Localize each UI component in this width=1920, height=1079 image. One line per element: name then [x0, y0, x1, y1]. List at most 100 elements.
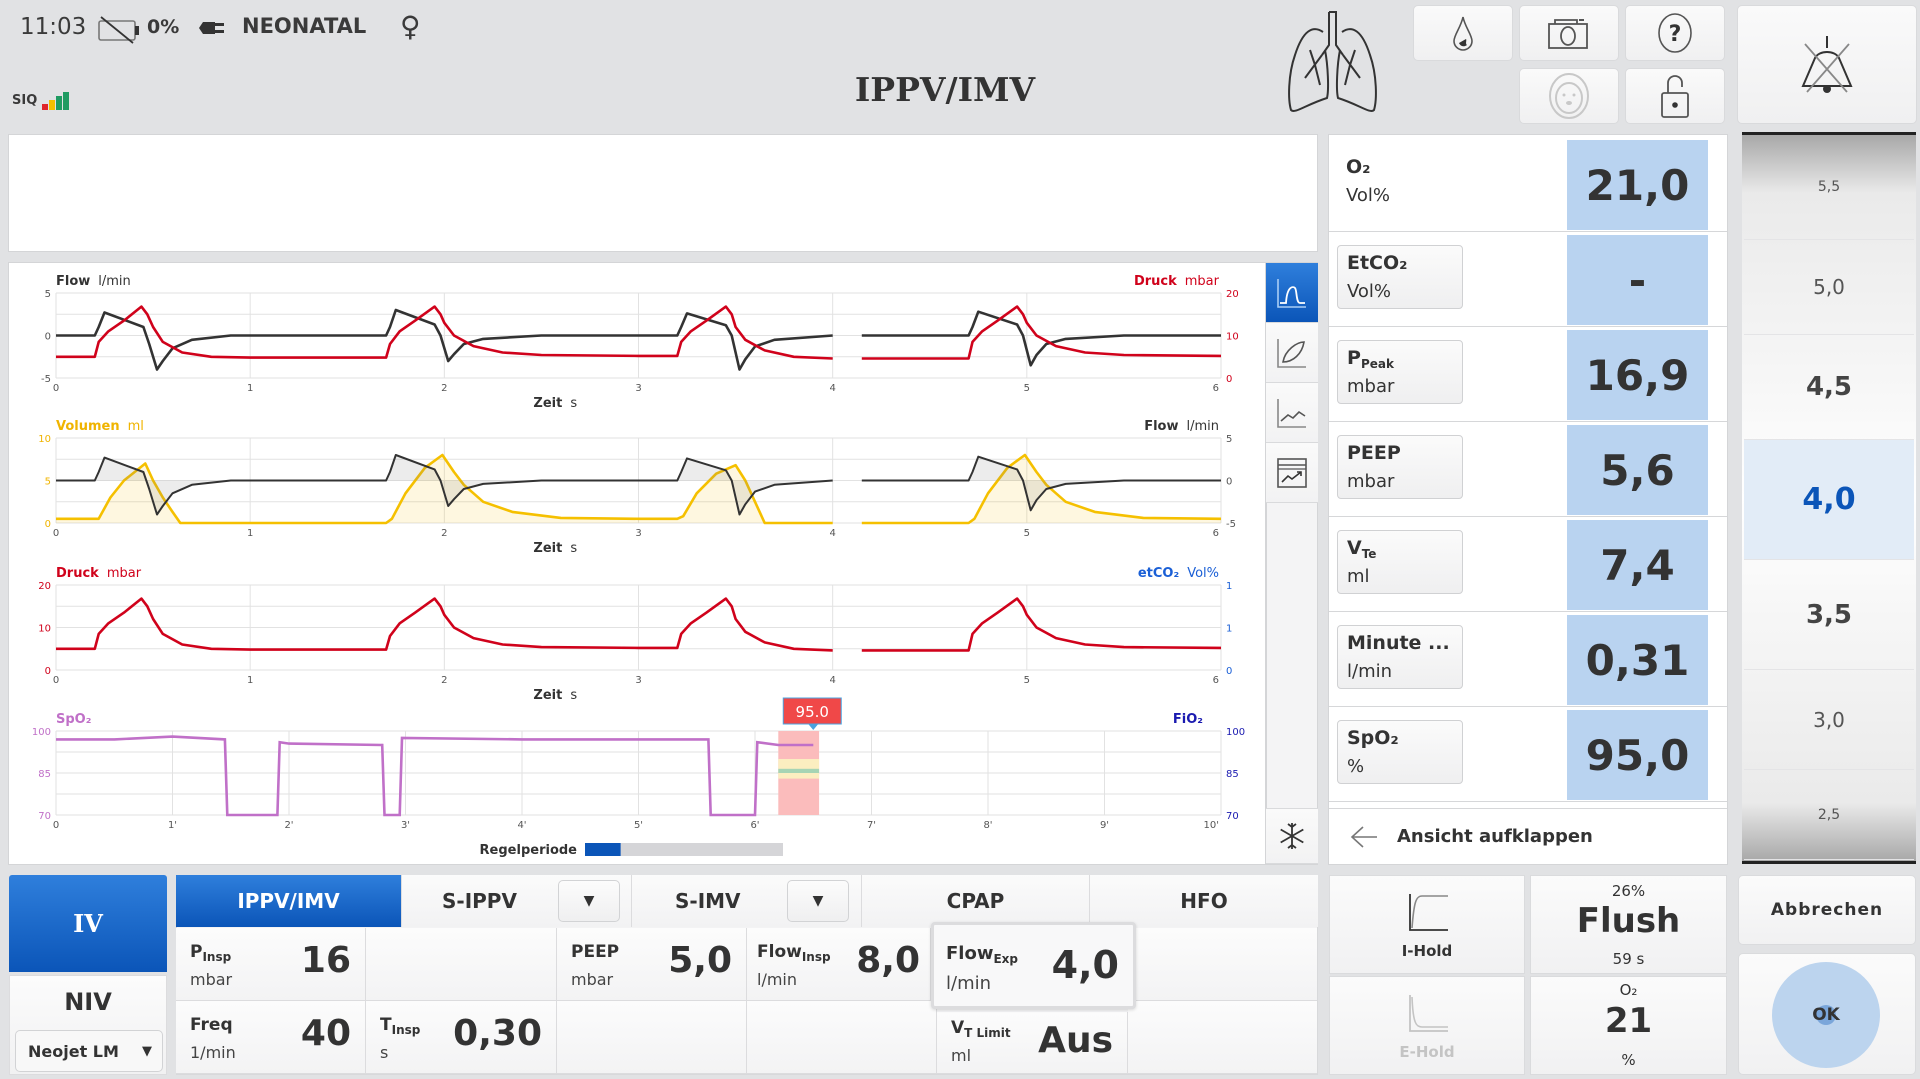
o2-button[interactable]: O₂ 21 %	[1530, 976, 1727, 1075]
param-peep[interactable]: PEEP mbar 5,0	[557, 928, 747, 1001]
tick-label: 0	[45, 519, 51, 530]
loops-icon	[1277, 338, 1306, 368]
param-unit: 1/min	[190, 1043, 236, 1062]
unlock-icon	[1661, 75, 1689, 118]
lion-button[interactable]	[1519, 68, 1619, 124]
param-unit: s	[380, 1043, 389, 1062]
cancel-label: Abbrechen	[1770, 900, 1884, 920]
i-hold-icon	[1409, 894, 1448, 931]
param-value: 8,0	[856, 940, 920, 981]
interface-select[interactable]: Neojet LM ▼	[15, 1030, 163, 1072]
measurement-label-button[interactable]: VTe ml	[1337, 530, 1463, 594]
tick-label: 1	[1226, 581, 1232, 592]
measurement-value: 0,31	[1567, 615, 1708, 705]
tab-label: CPAP	[946, 889, 1005, 913]
param-empty	[557, 1001, 747, 1074]
tick-label: 6	[1213, 383, 1219, 394]
param-vt-limit[interactable]: VT Limit ml Aus	[937, 1012, 1128, 1074]
wheel-item[interactable]: 5,0	[1744, 240, 1914, 335]
drop-icon	[1453, 16, 1473, 51]
chevron-down-icon: ▼	[583, 893, 595, 909]
i-hold-button[interactable]: I-Hold	[1329, 875, 1525, 974]
measurement-name: O₂	[1346, 156, 1371, 178]
tick-label: -5	[41, 374, 51, 385]
trends-view-button[interactable]	[1266, 383, 1318, 443]
wheel-item[interactable]: 5,5	[1744, 135, 1914, 240]
wheel-item-selected[interactable]: 4,0	[1744, 440, 1914, 560]
tab-ippv-imv[interactable]: IPPV/IMV	[176, 875, 402, 927]
trend-window-view-button[interactable]	[1266, 443, 1318, 503]
cancel-button[interactable]: Abbrechen	[1738, 875, 1916, 945]
measurement-label-button[interactable]: SpO₂%	[1337, 720, 1463, 784]
chart-right-title: Flow l/min	[1144, 419, 1219, 434]
param-tinsp[interactable]: TInsp s 0,30	[366, 1001, 557, 1074]
ok-button[interactable]: OK	[1738, 953, 1916, 1075]
tick-label: 0	[1226, 374, 1232, 385]
message-area	[8, 134, 1318, 252]
measurement-label-button[interactable]: PEEP mbar	[1337, 435, 1463, 499]
help-icon: ?	[1658, 13, 1692, 53]
unlock-button[interactable]	[1625, 68, 1725, 124]
alarm-silenced-icon	[1801, 35, 1853, 93]
alarm-silence-button[interactable]	[1737, 5, 1917, 124]
param-value: 16	[300, 940, 351, 981]
flush-button[interactable]: 26% Flush 59 s	[1530, 875, 1727, 974]
param-flow-insp[interactable]: FlowInsp l/min 8,0	[747, 928, 931, 1001]
wheel-item[interactable]: 3,0	[1744, 670, 1914, 770]
tick-label: 6	[1213, 528, 1219, 539]
tick-label: 1	[247, 675, 253, 686]
wheel-item[interactable]: 3,5	[1744, 560, 1914, 670]
measurement-label-button[interactable]: PPeak mbar	[1337, 340, 1463, 404]
curves-view-button[interactable]	[1266, 263, 1318, 323]
interface-select-value: Neojet LM	[28, 1041, 119, 1061]
series-line-druck	[56, 305, 833, 360]
wheel-item[interactable]: 2,5	[1744, 770, 1914, 860]
control-period-track	[585, 843, 783, 856]
tick-label: 0	[45, 666, 51, 677]
drop-button[interactable]	[1413, 5, 1513, 61]
wheel-item[interactable]: 4,5	[1744, 335, 1914, 440]
trends-icon	[1277, 398, 1306, 428]
chart-left-title: SpO₂	[56, 712, 91, 727]
param-unit: mbar	[571, 970, 614, 989]
tick-label: 5	[1226, 434, 1232, 445]
trend-window-icon	[1277, 457, 1307, 488]
tick-label: 8'	[983, 820, 992, 831]
param-empty	[1128, 1001, 1317, 1074]
tick-label: 5	[45, 477, 51, 488]
ok-touch-indicator	[1816, 1005, 1836, 1025]
measurement-label-button[interactable]: Minute ... l/min	[1337, 625, 1463, 689]
tick-label: 70	[38, 811, 51, 822]
tick-label: 2'	[284, 820, 293, 831]
screenshot-button[interactable]	[1519, 5, 1619, 61]
s-imv-dropdown[interactable]: ▼	[787, 880, 849, 922]
param-freq[interactable]: Freq 1/min 40	[176, 1001, 366, 1074]
e-hold-button[interactable]: E-Hold	[1329, 976, 1525, 1075]
loops-view-button[interactable]	[1266, 323, 1318, 383]
freeze-button[interactable]	[1266, 808, 1318, 864]
o2-unit: %	[1621, 1051, 1636, 1069]
tick-label: 2	[441, 383, 447, 394]
battery-empty-icon	[98, 16, 139, 44]
curves-icon	[1277, 278, 1306, 308]
tick-label: 1'	[168, 820, 177, 831]
flush-label: Flush	[1576, 901, 1681, 941]
ok-label: OK	[1812, 1005, 1840, 1025]
measurement-label-button[interactable]: EtCO₂ Vol%	[1337, 245, 1463, 309]
param-flow-exp[interactable]: FlowExp l/min 4,0	[931, 922, 1136, 1009]
chevron-down-icon: ▼	[142, 1043, 152, 1059]
help-button[interactable]: ?	[1625, 5, 1725, 61]
series-line-flow	[861, 455, 1221, 512]
measurement-label-button: O₂ Vol%	[1337, 150, 1463, 214]
s-ippv-dropdown[interactable]: ▼	[558, 880, 620, 922]
measurement-name: PEEP	[1347, 442, 1401, 464]
ok-confirm-circle[interactable]: OK	[1772, 962, 1880, 1068]
tab-cpap[interactable]: CPAP	[862, 875, 1090, 927]
chart-left-title: Volumen ml	[56, 419, 144, 434]
niv-category-button[interactable]: NIV Neojet LM ▼	[9, 975, 167, 1075]
iv-category-button[interactable]: IV	[9, 875, 167, 972]
tab-hfo[interactable]: HFO	[1090, 875, 1318, 927]
expand-view-button[interactable]: Ansicht aufklappen	[1329, 808, 1727, 864]
param-pinsp[interactable]: PInsp mbar 16	[176, 928, 366, 1001]
